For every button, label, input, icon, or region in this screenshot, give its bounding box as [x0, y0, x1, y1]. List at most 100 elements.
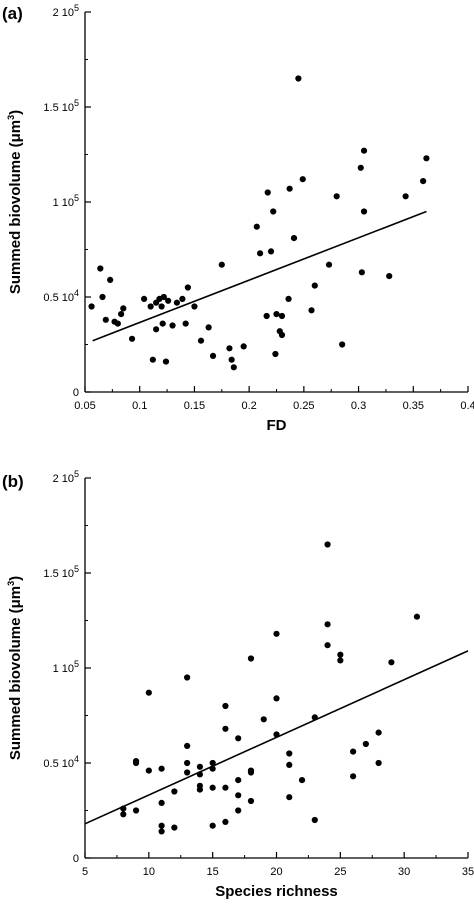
x-tick-label: 0.25: [293, 400, 314, 412]
data-point: [160, 293, 167, 301]
data-point: [230, 364, 237, 371]
y-axis-title: Summed biovolume (μm3): [6, 110, 24, 294]
x-axis-title: FD: [267, 417, 287, 434]
data-point: [196, 771, 203, 778]
data-point: [299, 176, 306, 183]
data-point: [285, 295, 292, 302]
data-point: [388, 659, 395, 666]
y-tick-label: 1 105: [53, 659, 79, 675]
data-point: [402, 193, 409, 200]
data-point: [196, 763, 203, 770]
data-point: [247, 655, 255, 662]
data-point: [120, 305, 127, 312]
data-point: [158, 828, 165, 835]
data-point: [205, 324, 212, 331]
data-point: [235, 735, 242, 742]
x-tick-label: 0.3: [351, 400, 366, 412]
data-point: [286, 185, 293, 192]
data-point: [423, 155, 430, 162]
data-point: [179, 295, 186, 302]
data-point: [362, 740, 369, 748]
data-point: [132, 807, 140, 814]
data-point: [286, 794, 293, 801]
data-point: [140, 295, 148, 302]
data-point: [272, 350, 279, 358]
chart-panel-1: (a) 0 0.5 104 1 105 1.5 105 2 105 0.05 0.1 0.15 0…: [2, 3, 474, 434]
data-point: [114, 320, 121, 327]
y-tick-label: 2 105: [53, 469, 79, 485]
data-point: [209, 822, 216, 829]
data-point: [162, 358, 170, 365]
x-tick-label: 10: [143, 866, 155, 878]
data-point: [273, 630, 280, 637]
data-point: [256, 250, 264, 257]
y-tick-label: 1.5 105: [43, 564, 79, 580]
data-point: [191, 303, 198, 310]
data-point: [339, 341, 346, 348]
x-tick-label: 5: [82, 866, 88, 878]
data-point: [169, 322, 176, 329]
data-point: [226, 345, 233, 352]
data-point: [420, 178, 427, 185]
data-point: [158, 765, 165, 772]
y-tick-label: 1 105: [53, 193, 79, 209]
x-tick-label: 0.2: [241, 400, 256, 412]
data-point: [375, 729, 382, 736]
data-point: [253, 223, 260, 230]
data-point: [386, 273, 393, 280]
data-point: [197, 337, 205, 344]
x-tick-label: 20: [270, 866, 282, 878]
y-tick-label: 2 105: [53, 3, 79, 19]
data-point: [118, 311, 125, 318]
data-point: [337, 657, 344, 664]
data-point: [247, 797, 255, 805]
data-point: [97, 265, 104, 272]
data-point: [158, 822, 165, 829]
data-point: [360, 147, 368, 154]
x-tick-label: 30: [398, 866, 410, 878]
data-point: [171, 824, 178, 831]
data-point: [350, 748, 357, 755]
data-point: [273, 311, 280, 318]
data-point: [235, 807, 242, 814]
data-point: [182, 320, 189, 327]
chart-panel-2: (b) 0 0.5 104 1 105 1.5 105 2 105 5 10 15 20 25 30 3…: [2, 469, 474, 900]
y-axis-title: Summed biovolume (μm3): [6, 576, 24, 760]
data-point: [260, 716, 267, 723]
data-point: [324, 541, 331, 548]
data-point: [267, 248, 275, 255]
x-tick-label: 25: [334, 866, 346, 878]
panel-label: (b): [2, 472, 24, 491]
data-point: [228, 356, 235, 363]
data-point: [358, 269, 365, 276]
data-point: [158, 799, 165, 807]
panel-label: (a): [2, 4, 23, 23]
data-point: [298, 777, 306, 784]
x-tick-label: 35: [462, 866, 474, 878]
y-tick-label: 0.5 104: [43, 754, 79, 770]
data-point: [158, 303, 165, 310]
data-point: [295, 75, 302, 82]
data-point: [209, 784, 216, 791]
data-point: [107, 276, 114, 283]
data-point: [120, 811, 127, 818]
data-point: [235, 792, 242, 799]
data-point: [311, 714, 318, 721]
y-tick-label: 0: [73, 853, 79, 865]
data-point: [222, 725, 229, 732]
x-tick-label: 0.15: [184, 400, 205, 412]
data-point: [222, 702, 229, 710]
data-point: [145, 689, 152, 696]
y-tick-label: 1.5 105: [43, 98, 79, 114]
data-point: [273, 695, 280, 702]
data-point: [270, 208, 277, 215]
data-point: [286, 750, 293, 757]
data-point: [222, 784, 229, 791]
data-point: [240, 343, 247, 350]
data-point: [99, 293, 106, 301]
data-point: [360, 208, 368, 215]
data-point: [184, 769, 191, 776]
data-point: [159, 320, 166, 327]
data-point: [413, 613, 421, 620]
